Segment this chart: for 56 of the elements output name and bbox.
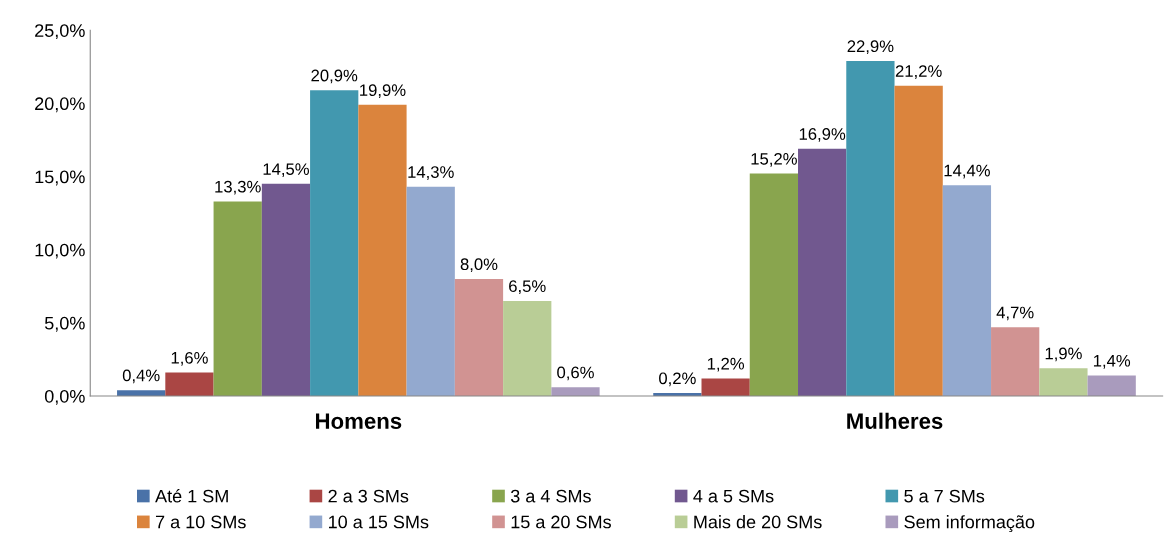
legend-label: Até 1 SM	[155, 489, 228, 503]
data-label: 19,9%	[360, 84, 406, 98]
bar	[1039, 368, 1088, 396]
bar	[701, 378, 750, 396]
data-label: 1,4%	[1093, 354, 1131, 369]
data-label: 1,9%	[1045, 347, 1082, 362]
bar	[165, 372, 214, 396]
data-label: 6,5%	[509, 280, 546, 295]
data-label: 14,4%	[944, 164, 990, 179]
legend-label: 5 a 7 SMs	[904, 489, 985, 503]
bar	[551, 387, 600, 396]
y-tick-label: 15,0%	[35, 170, 85, 186]
bar	[942, 185, 992, 396]
legend-label: Mais de 20 SMs	[694, 515, 822, 529]
data-label: 0,6%	[557, 366, 594, 381]
data-label: 1,2%	[707, 357, 745, 372]
x-tick-label: Mulheres	[847, 412, 943, 429]
bar	[798, 148, 847, 396]
data-label: 8,0%	[460, 258, 498, 273]
data-label: 4,7%	[996, 306, 1034, 321]
data-label: 21,2%	[895, 65, 942, 79]
y-tick-label: 25,0%	[35, 24, 85, 40]
data-label: 20,9%	[311, 69, 358, 84]
y-tick-label: 0,0%	[44, 389, 85, 405]
data-label: 14,5%	[263, 163, 309, 177]
data-label: 16,9%	[799, 128, 846, 142]
bar	[894, 85, 943, 396]
y-tick-label: 10,0%	[35, 243, 85, 259]
legend-label: 4 a 5 SMs	[693, 489, 774, 503]
y-tick-label: 20,0%	[35, 97, 85, 113]
bar	[358, 104, 407, 396]
legend-label: 2 a 3 SMs	[328, 489, 409, 503]
data-label: 22,9%	[847, 40, 894, 55]
data-label: 1,6%	[171, 351, 208, 366]
bar	[991, 327, 1040, 396]
bar	[310, 90, 359, 396]
legend-label: 7 a 10 SMs	[155, 515, 246, 529]
legend-label: 15 a 20 SMs	[511, 515, 611, 529]
bar	[503, 300, 552, 396]
data-label: 0,4%	[122, 369, 160, 384]
legend-label: Sem informação	[904, 515, 1035, 533]
legend-label: 10 a 15 SMs	[329, 515, 429, 529]
y-tick-label: 5,0%	[44, 316, 85, 332]
bar	[213, 201, 262, 396]
bar	[261, 183, 311, 396]
bar	[749, 173, 799, 396]
bar	[846, 60, 895, 396]
data-label: 14,3%	[408, 166, 454, 180]
bar	[454, 278, 504, 396]
x-tick-label: Homens	[315, 413, 402, 429]
data-label: 15,2%	[751, 152, 797, 167]
data-label: 0,2%	[659, 372, 696, 387]
legend-label: 3 a 4 SMs	[510, 489, 591, 503]
bar	[1087, 375, 1136, 396]
bar	[406, 186, 455, 396]
data-label: 13,3%	[215, 180, 261, 195]
